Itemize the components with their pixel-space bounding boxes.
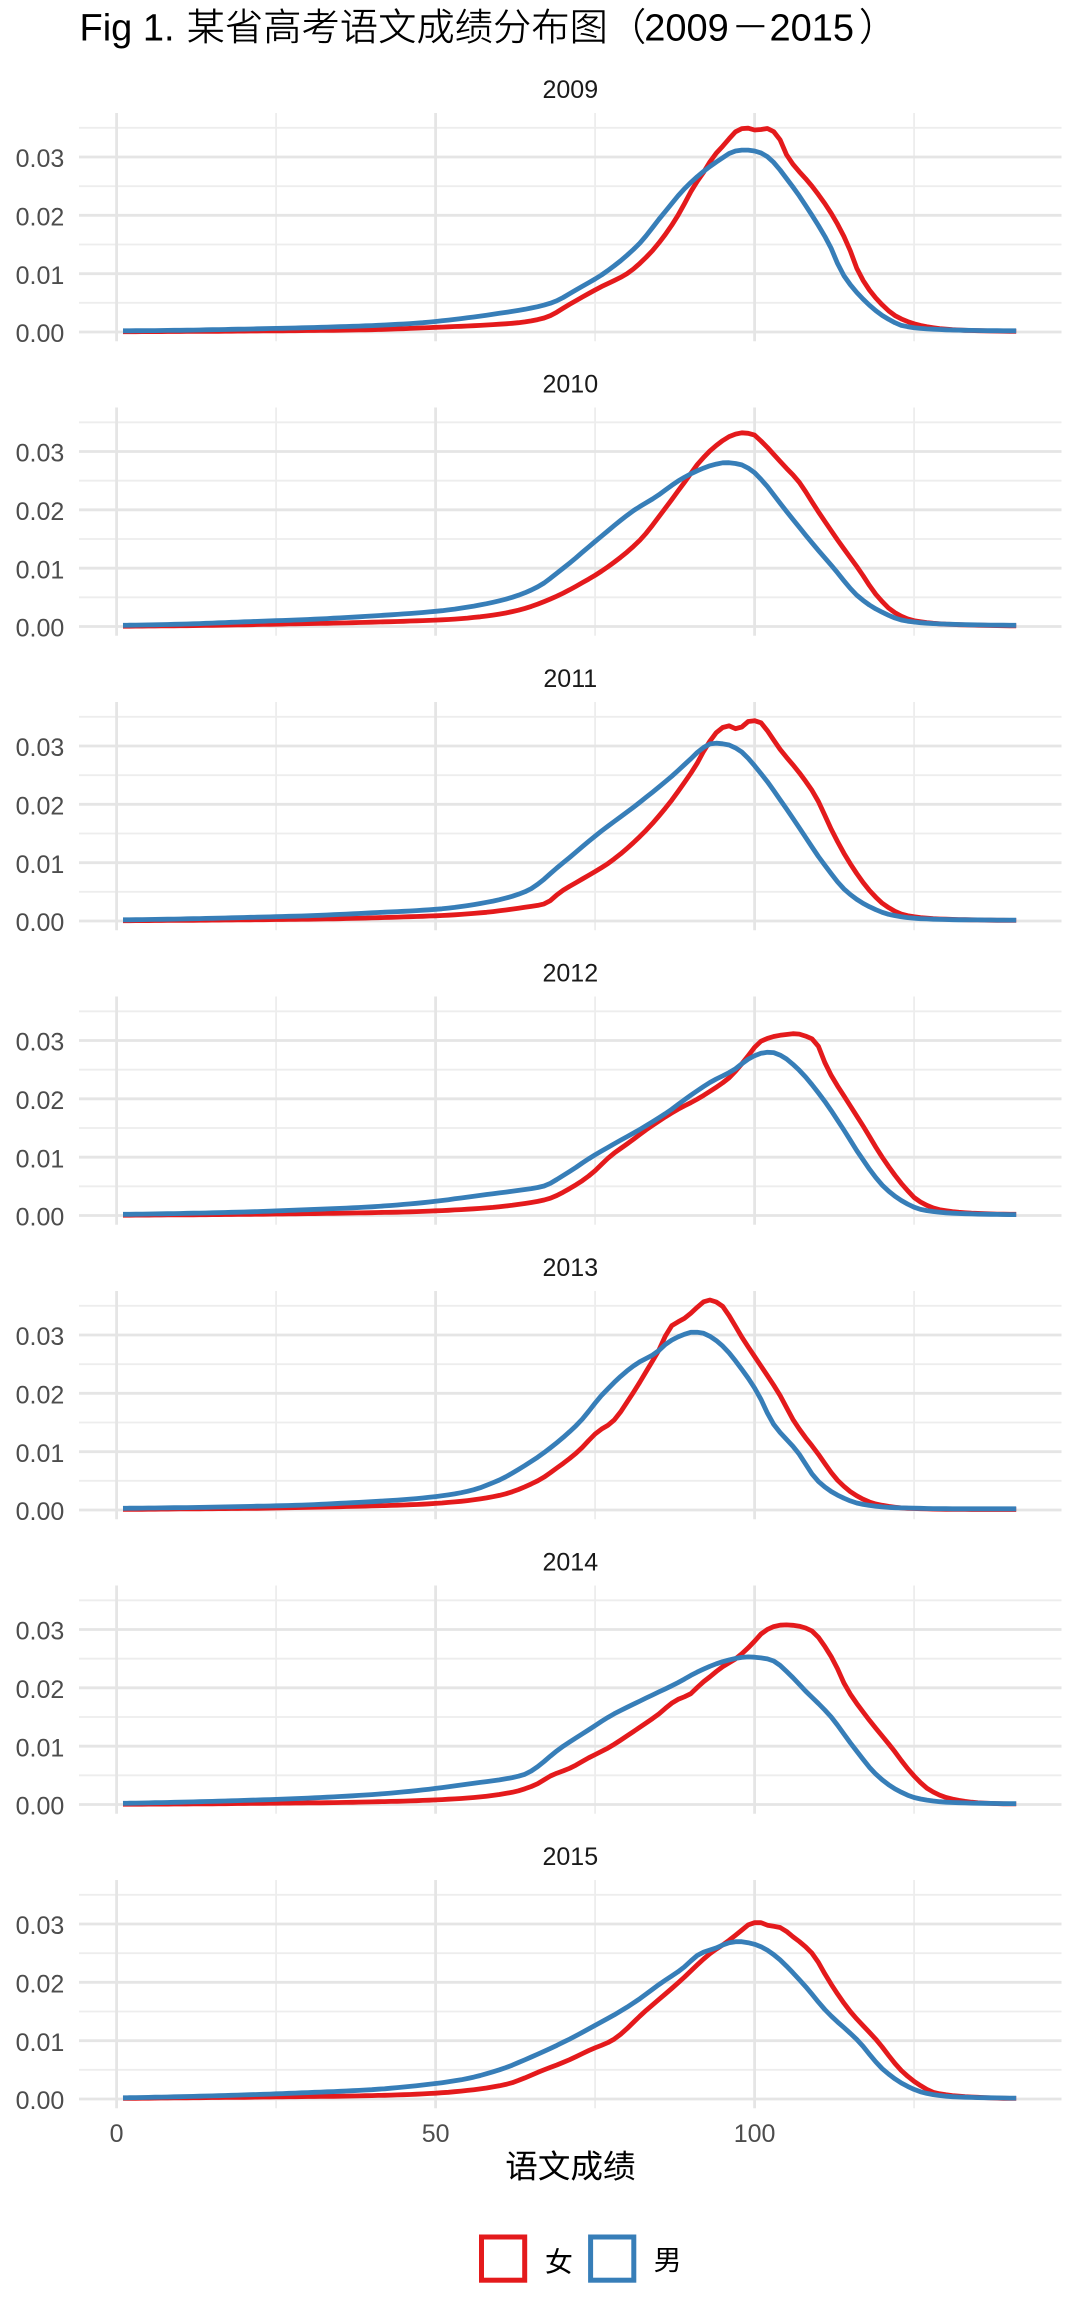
svg-text:2011: 2011 xyxy=(543,665,597,693)
svg-text:0.03: 0.03 xyxy=(16,145,65,173)
svg-text:100: 100 xyxy=(734,2120,776,2148)
svg-text:2014: 2014 xyxy=(542,1549,598,1577)
svg-text:2015: 2015 xyxy=(770,8,855,50)
svg-text:0.03: 0.03 xyxy=(16,440,65,468)
svg-text:0.02: 0.02 xyxy=(16,203,65,231)
svg-text:0.01: 0.01 xyxy=(16,556,65,584)
svg-text:0.01: 0.01 xyxy=(16,1734,65,1762)
svg-text:0: 0 xyxy=(110,2120,124,2148)
svg-text:2010: 2010 xyxy=(542,371,598,399)
svg-text:0.00: 0.00 xyxy=(16,1498,65,1526)
svg-text:0.00: 0.00 xyxy=(16,2087,65,2115)
svg-text:0.01: 0.01 xyxy=(16,2029,65,2057)
svg-text:0.03: 0.03 xyxy=(16,1618,65,1646)
svg-text:0.01: 0.01 xyxy=(16,262,65,290)
svg-text:0.02: 0.02 xyxy=(16,1970,65,1998)
svg-text:0.00: 0.00 xyxy=(16,1793,65,1821)
svg-text:0.00: 0.00 xyxy=(16,615,65,643)
svg-text:0.02: 0.02 xyxy=(16,1381,65,1409)
svg-text:0.03: 0.03 xyxy=(16,1029,65,1057)
svg-text:50: 50 xyxy=(422,2120,450,2148)
svg-text:0.01: 0.01 xyxy=(16,851,65,879)
svg-text:0.03: 0.03 xyxy=(16,1912,65,1940)
svg-text:0.02: 0.02 xyxy=(16,1087,65,1115)
svg-text:0.03: 0.03 xyxy=(16,734,65,762)
svg-text:2009: 2009 xyxy=(542,76,598,104)
svg-text:2013: 2013 xyxy=(542,1254,598,1282)
svg-text:2015: 2015 xyxy=(542,1843,598,1871)
svg-text:0.00: 0.00 xyxy=(16,1204,65,1232)
svg-text:0.02: 0.02 xyxy=(16,498,65,526)
svg-text:0.01: 0.01 xyxy=(16,1440,65,1468)
svg-text:0.02: 0.02 xyxy=(16,792,65,820)
svg-text:0.00: 0.00 xyxy=(16,909,65,937)
svg-text:Fig 1.: Fig 1. xyxy=(80,8,175,50)
svg-text:0.01: 0.01 xyxy=(16,1145,65,1173)
svg-text:0.03: 0.03 xyxy=(16,1323,65,1351)
svg-text:0.00: 0.00 xyxy=(16,320,65,348)
svg-text:0.02: 0.02 xyxy=(16,1676,65,1704)
svg-text:2012: 2012 xyxy=(542,960,598,988)
svg-text:2009: 2009 xyxy=(644,8,729,50)
